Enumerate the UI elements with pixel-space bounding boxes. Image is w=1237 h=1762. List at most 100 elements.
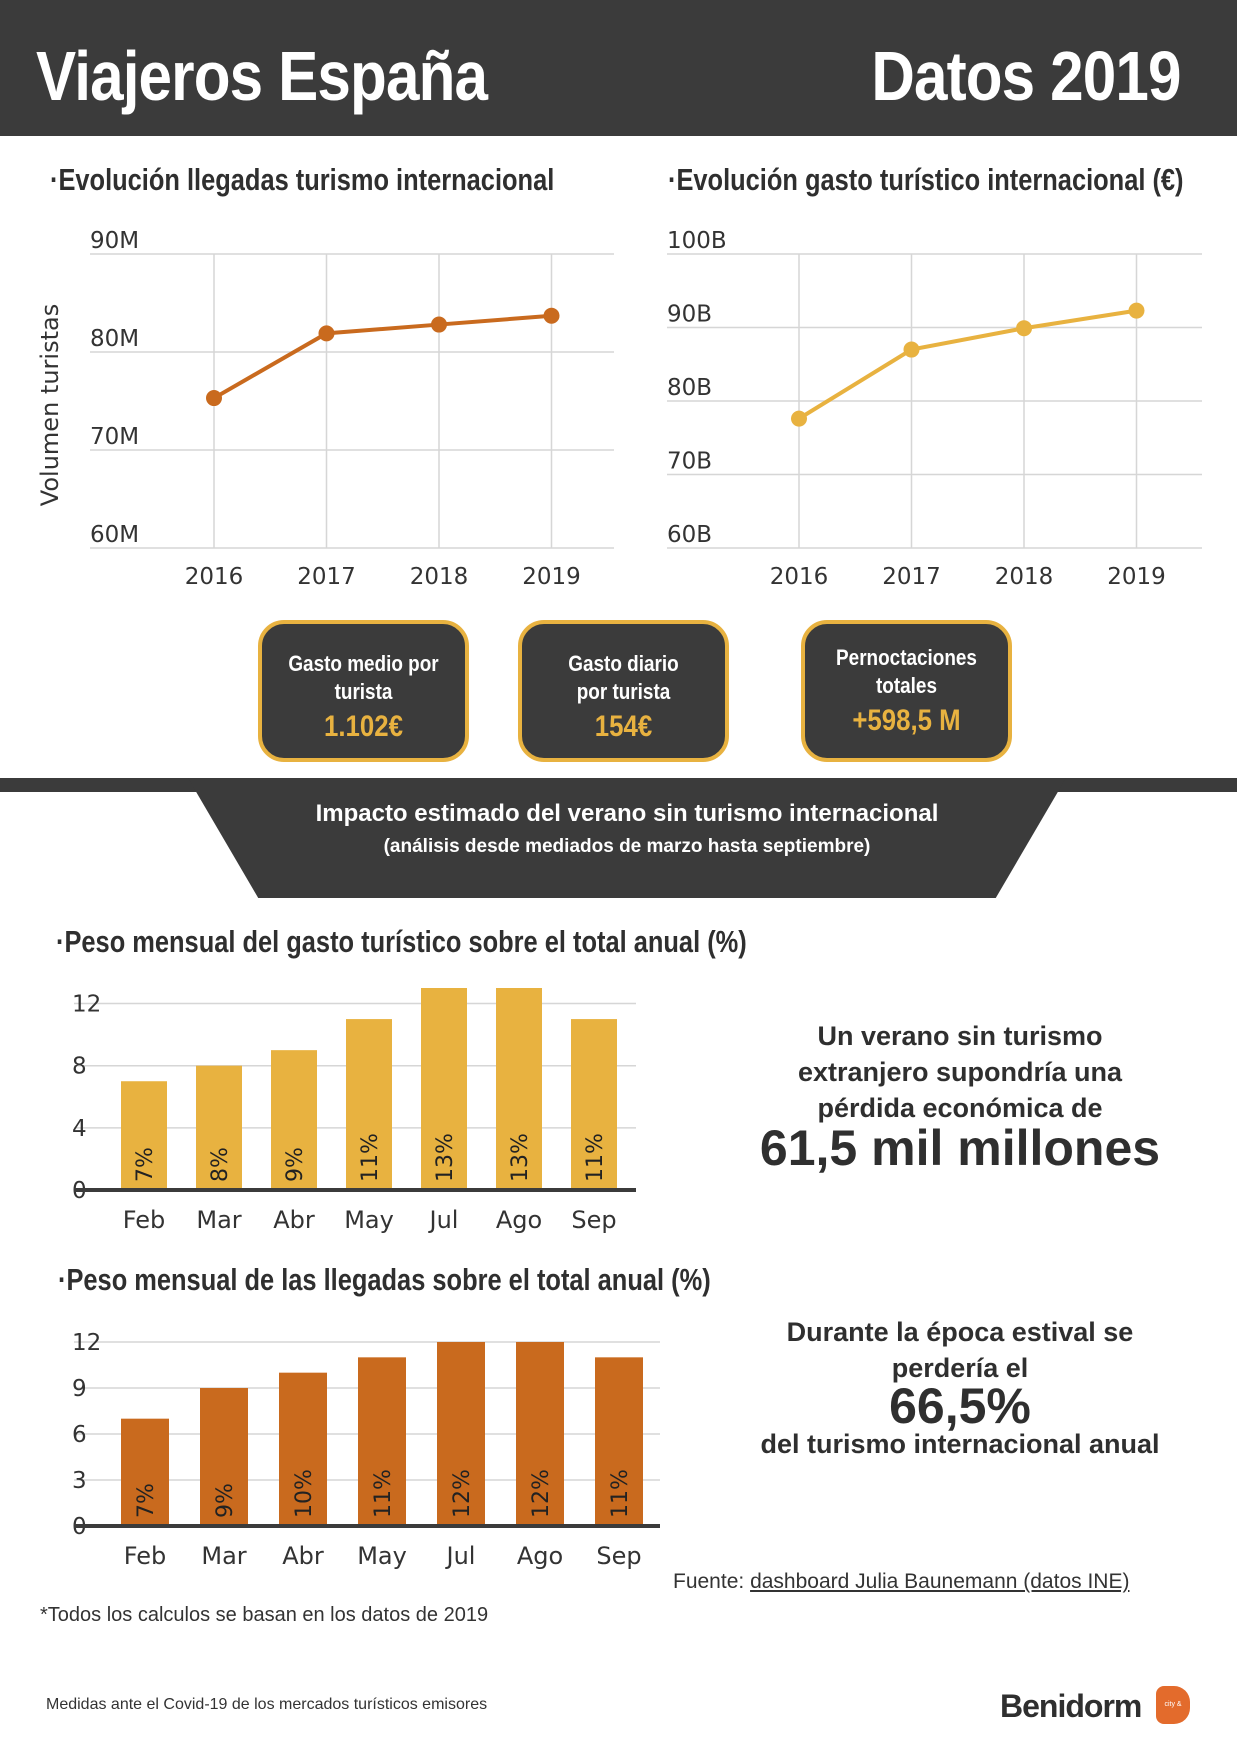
y-axis-label: Volumen turistas	[36, 304, 64, 506]
x-tick-label: Abr	[282, 1542, 324, 1570]
bar-value-label: 12%	[529, 1469, 554, 1518]
x-tick-label: 2019	[1107, 564, 1166, 590]
bar	[358, 1357, 406, 1526]
card-label: Pernoctaciones totales	[836, 645, 977, 698]
y-tick-label: 80M	[90, 326, 139, 352]
y-tick-label: 60B	[667, 522, 712, 548]
series-line	[213, 313, 552, 400]
bar-value-label: 11%	[371, 1469, 396, 1518]
x-tick-label: Feb	[124, 1542, 167, 1570]
bar-value-label: 12%	[450, 1469, 475, 1518]
y-tick-label: 90B	[667, 302, 712, 328]
bar-value-label: 7%	[133, 1147, 158, 1182]
bar-value-label: 9%	[213, 1483, 238, 1518]
data-point	[543, 307, 560, 324]
bar	[271, 1050, 317, 1190]
x-tick-label: May	[344, 1206, 394, 1234]
x-tick-label: Ago	[517, 1542, 563, 1570]
chart-title-arrivals: ·Evolución llegadas turismo internaciona…	[50, 162, 555, 197]
bar	[571, 1019, 617, 1190]
loss-value: 61,5 mil millones	[759, 1120, 1161, 1176]
x-tick-label: 2016	[770, 564, 829, 590]
x-tick-label: May	[357, 1542, 407, 1570]
x-tick-label: Mar	[201, 1542, 246, 1570]
bar	[121, 1418, 169, 1526]
data-point	[206, 390, 222, 407]
card-gasto-diario: Gasto diario por turista 154€	[518, 620, 729, 762]
footer-note: Medidas ante el Covid-19 de los mercados…	[46, 1696, 488, 1713]
bar-value-label: 7%	[134, 1483, 159, 1518]
bar	[200, 1388, 248, 1526]
share-value: 66,5%	[889, 1378, 1031, 1434]
card-value: 1.102€	[324, 710, 403, 743]
series-line	[797, 308, 1137, 421]
header-bar: Viajeros España Datos 2019	[0, 0, 1237, 136]
side-text-share: Durante la época estival se perdería el …	[730, 1314, 1190, 1462]
impact-subtitle: (análisis desde mediados de marzo hasta …	[383, 836, 871, 857]
x-tick-label: Jul	[428, 1206, 459, 1234]
brand-mark-text: city & beaches	[1159, 1701, 1187, 1746]
x-tick-label: Ago	[496, 1206, 542, 1234]
bar-value-label: 9%	[283, 1147, 308, 1182]
bar	[595, 1357, 643, 1526]
y-tick-label: 70M	[90, 424, 139, 450]
card-pernoctaciones: Pernoctaciones totales +598,5 M	[801, 620, 1012, 762]
y-tick-label: 12	[72, 1330, 101, 1356]
impact-title: Impacto estimado del verano sin turismo …	[315, 800, 939, 827]
x-tick-label: 2017	[882, 564, 941, 590]
side-line: Un verano sin turismo	[817, 1021, 1103, 1051]
bar	[437, 1342, 485, 1526]
page-title: Viajeros España	[36, 37, 488, 115]
bar	[121, 1081, 167, 1190]
bar	[346, 1019, 392, 1190]
x-tick-label: Sep	[596, 1542, 641, 1570]
bar	[196, 1065, 242, 1190]
data-point	[1016, 320, 1032, 337]
y-tick-label: 4	[72, 1116, 87, 1142]
x-tick-label: Feb	[123, 1206, 166, 1234]
chart-title-spending: ·Evolución gasto turístico internacional…	[668, 162, 1184, 197]
y-tick-label: 80B	[667, 375, 712, 401]
source-link[interactable]: dashboard Julia Baunemann (datos INE)	[750, 1570, 1130, 1593]
bar	[496, 988, 542, 1190]
bar-value-label: 13%	[433, 1133, 458, 1182]
x-tick-label: 2019	[522, 564, 581, 590]
x-tick-label: 2018	[410, 564, 469, 590]
brand-logo-icon: city & beaches	[1156, 1686, 1190, 1746]
card-value: 154€	[594, 710, 653, 743]
bar	[516, 1342, 564, 1526]
y-tick-label: 90M	[90, 228, 139, 254]
chart-title-arrivals-share: ·Peso mensual de las llegadas sobre el t…	[58, 1262, 711, 1297]
data-point	[318, 325, 335, 342]
page-year-title: Datos 2019	[871, 37, 1182, 115]
data-point	[791, 410, 807, 427]
chart-title-spending-share: ·Peso mensual del gasto turístico sobre …	[56, 924, 747, 959]
bar-value-label: 13%	[508, 1133, 533, 1182]
side-line: perdería el	[891, 1353, 1029, 1383]
bar-chart-arrivals-share: 0369127%Feb9%Mar10%Abr11%May12%Jul12%Ago…	[72, 1330, 660, 1570]
x-tick-label: Sep	[571, 1206, 616, 1234]
side-line: del turismo internacional anual	[760, 1429, 1160, 1459]
x-tick-label: 2016	[185, 564, 244, 590]
y-tick-label: 60M	[90, 522, 139, 548]
y-tick-label: 12	[72, 992, 101, 1018]
data-point	[903, 341, 920, 358]
source-text: Fuente: dashboard Julia Baunemann (datos…	[673, 1570, 1129, 1594]
bar-value-label: 11%	[358, 1133, 383, 1182]
x-tick-label: 2018	[995, 564, 1054, 590]
x-tick-label: Jul	[445, 1542, 476, 1570]
data-point	[1128, 302, 1145, 319]
data-point	[431, 316, 447, 333]
line-chart-arrivals: 60M 70M 80M 90M 2016 2017 2018 2019 Volumen turi…	[36, 228, 614, 590]
bar	[279, 1372, 327, 1526]
y-tick-label: 3	[72, 1468, 87, 1494]
y-tick-label: 6	[72, 1422, 87, 1448]
bar-value-label: 11%	[608, 1469, 633, 1518]
line-chart-spending: 60B 70B 80B 90B 100B 2016 2017 2018 2019	[667, 228, 1202, 590]
bar-value-label: 11%	[583, 1133, 608, 1182]
card-gasto-medio: Gasto medio por turista 1.102€	[258, 620, 469, 762]
impact-banner	[188, 778, 1066, 898]
source-prefix: Fuente:	[673, 1570, 751, 1593]
x-tick-label: Abr	[273, 1206, 315, 1234]
bar	[421, 988, 467, 1190]
